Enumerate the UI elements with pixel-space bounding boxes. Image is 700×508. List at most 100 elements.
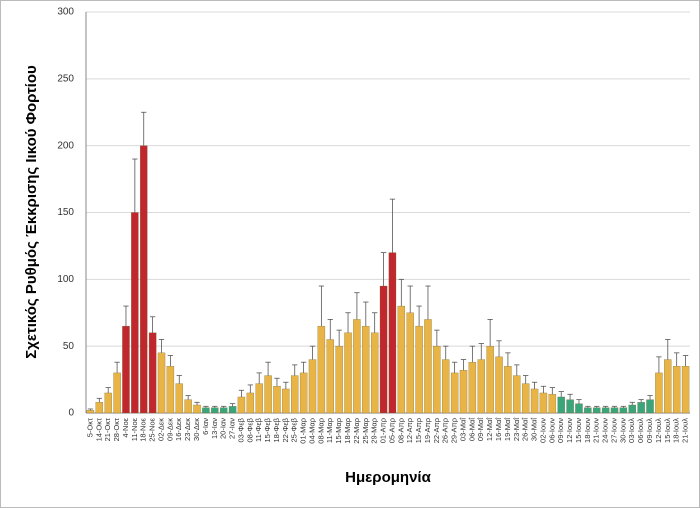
x-tick-label: 03-Ιουλ — [627, 418, 636, 443]
x-tick-label: 28-Οκτ — [112, 418, 121, 441]
bar — [530, 388, 539, 414]
x-tick-label: 22-Μαρ — [352, 418, 361, 444]
x-tick-label: 23-Δεκ — [183, 418, 192, 441]
x-tick-label: 12-Ιουν — [565, 418, 574, 443]
y-tick-label: 250 — [57, 73, 74, 84]
x-tick-label: 11-Νοε — [130, 417, 139, 441]
bar — [202, 407, 210, 414]
x-tick-label: 18-Φεβ — [272, 417, 281, 442]
x-tick-label: 02-Δεκ — [156, 418, 165, 441]
x-tick-label: 21-Ιουλ — [681, 418, 690, 443]
y-tick-label: 150 — [57, 207, 74, 218]
x-tick-label: 09-Δεκ — [165, 418, 174, 441]
x-tick-label: 27-Ιουν — [609, 418, 618, 443]
bar — [575, 403, 583, 414]
bar — [557, 396, 565, 414]
x-tick-label: 24-Ιουν — [601, 418, 610, 443]
bar — [273, 386, 281, 414]
bar — [344, 332, 352, 414]
x-tick-label: 26-Απρ — [441, 418, 450, 443]
bar — [148, 332, 157, 414]
x-tick-label: 27-Ιαν — [228, 418, 237, 439]
x-tick-label: 11-Φεβ — [254, 417, 263, 442]
x-tick-label: 22-Απρ — [432, 418, 441, 443]
bar — [450, 372, 459, 414]
bar — [539, 392, 548, 414]
bar — [548, 394, 557, 414]
x-tick-label: 18-Μαρ — [343, 418, 352, 444]
bar — [486, 346, 494, 414]
x-tick-label: 06-Μαΐ — [467, 418, 476, 441]
x-tick-label: 22-Φεβ — [281, 417, 290, 442]
x-tick-label: 25-Φεβ — [290, 417, 299, 442]
x-tick-label: 30-Μαΐ — [530, 418, 539, 441]
x-tick-label: 02-Ιουν — [538, 418, 547, 443]
bar — [95, 402, 104, 414]
bar — [468, 362, 477, 414]
x-axis-title: Ημερομηνία — [345, 469, 431, 486]
bar — [353, 319, 361, 414]
bar — [228, 406, 237, 414]
x-tick-label: 29-Απρ — [450, 418, 459, 443]
x-tick-label: 19-Απρ — [423, 418, 432, 443]
bar — [219, 407, 228, 414]
bar — [628, 404, 636, 414]
x-tick-label: 21-Οκτ — [103, 418, 112, 441]
bar — [406, 312, 414, 414]
bar — [193, 404, 201, 414]
x-tick-label: 15-Ιουλ — [663, 418, 672, 443]
x-tick-label: 20-Ιαν — [219, 418, 228, 439]
x-tick-label: 08-Απρ — [396, 418, 405, 443]
x-tick-label: 18-Ιουλ — [672, 418, 681, 443]
bar — [237, 396, 246, 414]
x-tick-label: 25-Μαρ — [361, 418, 370, 444]
bar — [184, 399, 192, 414]
bar — [442, 359, 450, 414]
x-tick-label: 06-Ιουλ — [636, 418, 645, 443]
x-tick-label: 03-Μαΐ — [458, 418, 467, 441]
bar — [593, 407, 601, 414]
bar — [211, 407, 219, 414]
bar — [655, 372, 663, 414]
bar — [264, 375, 272, 414]
bar — [166, 366, 175, 414]
bar — [299, 372, 308, 414]
x-tick-label: 11-Μαρ — [325, 418, 334, 443]
x-tick-label: 21-Ιουν — [592, 418, 601, 443]
x-tick-label: 03-Φεβ — [236, 417, 245, 442]
bar — [122, 325, 130, 414]
x-tick-label: 30-Ιουν — [618, 418, 627, 443]
bar — [282, 388, 290, 414]
x-tick-label: 16-Δεκ — [174, 418, 183, 441]
x-tick-label: 12-Απρ — [405, 418, 414, 443]
bar — [637, 402, 645, 414]
bar — [86, 410, 95, 414]
x-tick-label: 6-Ιαν — [201, 418, 210, 435]
x-tick-label: 15-Μαρ — [334, 418, 343, 444]
x-tick-label: 29-Μαρ — [370, 418, 379, 444]
x-tick-label: 14-Οκτ — [94, 418, 103, 441]
x-tick-label: 04-Μαρ — [307, 418, 316, 444]
bar — [335, 346, 343, 414]
y-tick-label: 50 — [63, 341, 75, 352]
bar — [370, 332, 379, 414]
bar — [424, 319, 432, 414]
bar — [601, 407, 610, 414]
bar — [388, 252, 397, 414]
x-tick-label: 09-Ιουν — [556, 418, 565, 443]
bar — [521, 383, 530, 414]
x-tick-label: 09-Μαΐ — [476, 418, 485, 441]
x-tick-label: 05-Απρ — [387, 418, 396, 443]
x-tick-label: 15-Απρ — [414, 418, 423, 443]
bar — [513, 375, 521, 414]
bar — [317, 325, 326, 414]
bar — [140, 145, 148, 414]
x-tick-label: 13-Ιαν — [210, 418, 219, 439]
x-tick-label: 12-Ιουλ — [654, 418, 663, 443]
x-tick-label: 4-Νοε — [121, 417, 130, 437]
bar — [415, 325, 423, 414]
x-tick-label: 01-Μαρ — [299, 418, 308, 444]
bar — [566, 399, 574, 414]
